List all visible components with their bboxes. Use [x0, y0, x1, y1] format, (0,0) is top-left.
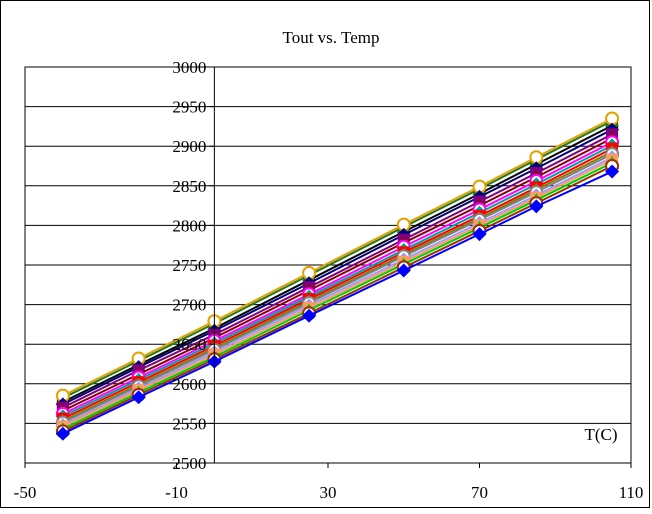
x-tick-label: 110 — [619, 483, 644, 502]
x-tick-label: -10 — [165, 483, 188, 502]
series-line — [62, 156, 613, 426]
data-point — [529, 199, 544, 214]
series-line — [62, 141, 613, 415]
series-line — [62, 124, 613, 403]
series-line — [62, 170, 613, 435]
series-line — [62, 117, 613, 397]
series-line — [62, 137, 613, 412]
horizontal-gridlines — [25, 66, 631, 464]
y-tick-label: 2850 — [172, 177, 206, 196]
y-tick-label: 2650 — [172, 335, 206, 354]
series-13 — [56, 153, 619, 433]
y-tick-label: 2550 — [172, 414, 206, 433]
series-line — [62, 150, 613, 422]
series-layer — [55, 111, 620, 441]
data-point — [302, 308, 317, 323]
y-tick-label: 2900 — [172, 137, 206, 156]
series-line — [62, 128, 613, 406]
x-axis-label: T(C) — [584, 425, 617, 444]
series-3 — [55, 111, 620, 403]
data-point — [605, 164, 620, 179]
data-point — [396, 263, 411, 278]
axes: 2500 2550 2600 2650 2700 2750 2800 2850 2900 2950… — [14, 58, 644, 502]
series-line — [62, 133, 613, 409]
y-tick-label: 2950 — [172, 98, 206, 117]
series-line — [62, 147, 613, 420]
series-line — [62, 144, 613, 418]
series-line — [62, 119, 613, 399]
chart-title: Tout vs. Temp — [283, 28, 380, 47]
series-line — [62, 165, 613, 433]
y-tick-label: 2750 — [172, 256, 206, 275]
data-point — [131, 390, 146, 405]
x-tick-label: 70 — [471, 483, 488, 502]
y-tick-label: 3000 — [172, 58, 206, 77]
data-point — [55, 426, 70, 441]
y-tick-label: 2500 — [172, 454, 206, 473]
series-line — [62, 161, 613, 430]
series-line — [62, 153, 613, 424]
y-tick-label: 2800 — [172, 216, 206, 235]
y-tick-label: 2600 — [172, 375, 206, 394]
y-tick-label: 2700 — [172, 296, 206, 315]
series-line — [62, 158, 613, 428]
data-point — [472, 227, 487, 242]
x-tick-label: -50 — [14, 483, 37, 502]
x-tick-label: 30 — [320, 483, 337, 502]
